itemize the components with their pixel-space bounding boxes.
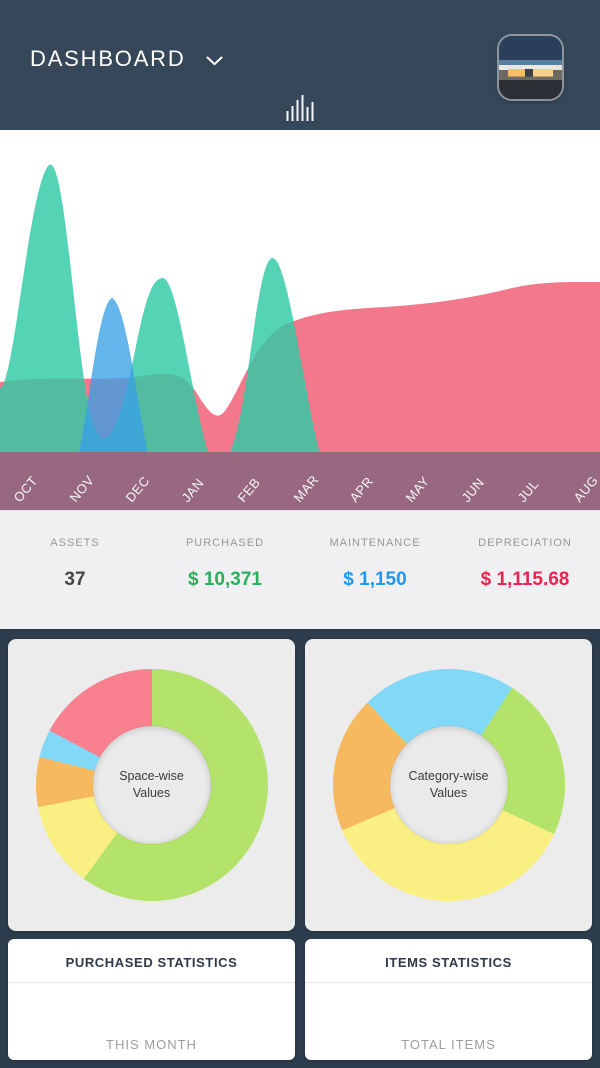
- x-axis-label: APR: [346, 473, 377, 505]
- category-wise-donut-chart[interactable]: Category-wise Values: [332, 669, 565, 901]
- stat-value: $ 1,115.68: [480, 569, 570, 590]
- space-wise-chart-card: Space-wise Values: [8, 639, 295, 931]
- card-subtitle: THIS MONTH: [106, 1037, 197, 1052]
- bar-chart-icon[interactable]: [285, 93, 316, 123]
- stat-label: ASSETS: [50, 537, 100, 549]
- stat-label: PURCHASED: [185, 537, 265, 549]
- title-row: DASHBOARD: [0, 0, 600, 72]
- stat-value: $ 1,150: [343, 569, 407, 590]
- purchased-area-series: [0, 164, 600, 510]
- space-wise-donut-chart[interactable]: Space-wise Values: [35, 669, 268, 901]
- x-axis-label: AUG: [570, 472, 600, 505]
- card-subtitle: TOTAL ITEMS: [401, 1037, 496, 1052]
- app-logo[interactable]: [499, 36, 562, 99]
- stat-purchased: PURCHASED $ 10,371: [150, 511, 300, 629]
- x-axis-label: MAY: [402, 473, 433, 505]
- stat-assets: ASSETS 37: [0, 511, 150, 629]
- assets-area-chart[interactable]: SEP OCT NOV DEC JAN FEB MAR APR MAY JUN …: [0, 130, 600, 510]
- items-statistics-card: ITEMS STATISTICS TOTAL ITEMS: [305, 939, 592, 1060]
- divider: [305, 982, 592, 983]
- donut-center-label: Space-wise Values: [119, 769, 184, 800]
- x-axis-label: FEB: [234, 474, 264, 505]
- donut-center-label: Category-wise Values: [408, 769, 489, 800]
- divider: [8, 982, 295, 983]
- x-axis-label: JUN: [458, 474, 488, 505]
- x-axis-label: OCT: [10, 473, 41, 505]
- stat-maintenance: MAINTENANCE $ 1,150: [300, 511, 450, 629]
- stat-depreciation: DEPRECIATION $ 1,115.68: [450, 511, 600, 629]
- stat-value: 37: [64, 569, 86, 590]
- summary-stats-strip: ASSETS 37 PURCHASED $ 10,371 MAINTENANCE…: [0, 510, 600, 629]
- x-axis-band: SEP OCT NOV DEC JAN FEB MAR APR MAY JUN …: [0, 452, 600, 510]
- stat-label: MAINTENANCE: [329, 537, 421, 549]
- purchased-statistics-card: PURCHASED STATISTICS THIS MONTH: [8, 939, 295, 1060]
- chevron-down-icon[interactable]: [206, 56, 223, 66]
- x-axis-label: JUL: [514, 476, 542, 505]
- stat-label: DEPRECIATION: [478, 537, 572, 549]
- x-axis-label: MAR: [290, 472, 322, 505]
- x-axis-label: DEC: [122, 473, 153, 505]
- app-header: DASHBOARD: [0, 0, 600, 130]
- x-axis-label: NOV: [66, 472, 98, 505]
- page-title: DASHBOARD: [30, 46, 186, 71]
- donut-cards-row: Space-wise Values Category-wise Values: [8, 639, 592, 931]
- x-axis-label: JAN: [178, 475, 207, 505]
- card-title: PURCHASED STATISTICS: [65, 955, 238, 970]
- card-title: ITEMS STATISTICS: [385, 955, 512, 970]
- category-wise-donut-center: Category-wise Values: [389, 726, 508, 844]
- space-wise-donut-center: Space-wise Values: [92, 726, 211, 844]
- statistics-cards-row: PURCHASED STATISTICS THIS MONTH ITEMS ST…: [8, 939, 592, 1060]
- category-wise-chart-card: Category-wise Values: [305, 639, 592, 931]
- cards-area: Space-wise Values Category-wise Values P…: [0, 629, 600, 1068]
- stat-value: $ 10,371: [188, 569, 262, 590]
